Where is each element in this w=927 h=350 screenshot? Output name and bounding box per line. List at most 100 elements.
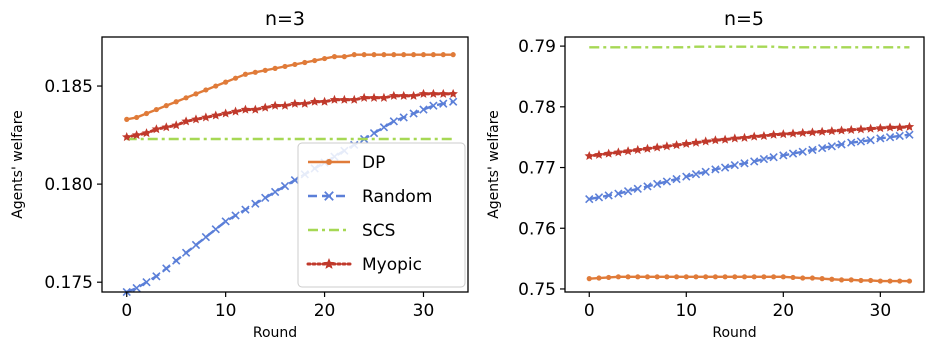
data-point-random-22 [798, 147, 807, 156]
data-point-myopic-30 [875, 123, 886, 133]
x-tick-label: 20 [314, 301, 336, 321]
data-point-dp-30 [877, 278, 883, 284]
data-point-myopic-8 [201, 112, 211, 122]
data-point-dp-16 [741, 274, 748, 280]
series-group [121, 52, 458, 297]
data-point-random-31 [885, 133, 895, 142]
y-tick-label: 0.76 [518, 219, 556, 239]
plot-frame [101, 36, 469, 293]
y-axis-label: Agents' welfare [10, 110, 26, 219]
data-point-random-14 [261, 193, 270, 203]
data-point-myopic-32 [894, 122, 905, 132]
data-point-dp-18 [302, 59, 308, 66]
data-point-dp-22 [341, 54, 347, 60]
data-point-dp-31 [430, 52, 436, 58]
data-point-myopic-13 [710, 135, 721, 145]
data-point-myopic-14 [720, 134, 730, 144]
data-point-myopic-16 [739, 132, 750, 142]
data-point-dp-33 [450, 52, 456, 58]
data-point-myopic-28 [856, 124, 866, 134]
legend: DP Random SCS Myopic [297, 142, 466, 288]
data-point-dp-17 [292, 61, 298, 68]
data-point-myopic-8 [662, 141, 672, 151]
data-point-dp-28 [858, 277, 864, 284]
data-point-dp-10 [223, 79, 229, 85]
data-point-myopic-16 [280, 100, 290, 110]
data-point-dp-17 [751, 274, 757, 280]
data-point-myopic-10 [681, 138, 692, 148]
data-point-dp-8 [203, 87, 209, 93]
data-point-dp-18 [761, 274, 767, 280]
data-point-myopic-14 [260, 102, 270, 112]
data-point-myopic-32 [438, 88, 449, 98]
data-point-myopic-11 [691, 137, 701, 147]
data-point-myopic-3 [151, 124, 162, 134]
data-point-random-14 [720, 163, 730, 172]
legend-label-myopic: Myopic [362, 255, 422, 275]
legend-marker-random [324, 191, 334, 201]
data-point-dp-21 [331, 54, 338, 60]
data-point-myopic-23 [349, 94, 359, 104]
data-point-myopic-1 [594, 149, 604, 159]
data-point-dp-20 [780, 274, 786, 280]
data-point-myopic-21 [788, 128, 798, 138]
data-point-random-8 [201, 232, 211, 242]
data-point-dp-8 [664, 274, 670, 280]
data-point-dp-3 [615, 274, 621, 280]
data-point-myopic-15 [730, 133, 740, 143]
data-point-dp-14 [722, 274, 728, 280]
data-point-random-26 [379, 123, 389, 132]
y-tick-label: 0.180 [44, 175, 93, 195]
data-point-random-4 [162, 264, 171, 273]
data-point-dp-23 [351, 52, 357, 58]
y-tick-label: 0.78 [518, 98, 556, 118]
data-point-myopic-26 [379, 92, 389, 102]
data-point-myopic-18 [759, 130, 769, 141]
chart-panel-1: n=3 0 10 20 30 0.175 0.180 0.185 Round Agents' we… [10, 8, 469, 341]
data-point-myopic-22 [339, 94, 350, 104]
data-point-random-7 [191, 240, 201, 250]
data-point-dp-1 [134, 114, 140, 121]
data-point-random-0 [585, 194, 594, 204]
data-point-myopic-6 [642, 143, 653, 153]
data-point-dp-33 [906, 278, 913, 284]
data-point-dp-16 [282, 63, 288, 70]
data-point-myopic-0 [121, 132, 132, 142]
data-point-random-10 [221, 217, 230, 226]
data-point-dp-12 [242, 71, 249, 77]
data-point-myopic-0 [584, 151, 595, 161]
data-point-myopic-5 [171, 120, 181, 130]
data-point-dp-25 [371, 52, 377, 58]
data-point-myopic-24 [359, 92, 369, 102]
data-point-myopic-9 [211, 110, 221, 120]
data-point-myopic-31 [885, 122, 895, 132]
data-point-dp-2 [606, 274, 612, 281]
data-point-random-7 [653, 179, 662, 189]
data-point-myopic-17 [290, 98, 300, 108]
data-point-random-25 [369, 128, 379, 138]
data-point-random-32 [895, 131, 904, 141]
data-point-random-19 [769, 153, 778, 162]
data-point-dp-32 [897, 278, 903, 284]
data-point-myopic-30 [418, 88, 429, 98]
data-point-dp-29 [868, 277, 874, 284]
legend-label-scs: SCS [362, 221, 395, 241]
data-point-random-30 [876, 134, 885, 143]
data-point-random-23 [808, 145, 817, 155]
data-point-random-33 [905, 130, 914, 139]
data-point-dp-2 [143, 110, 150, 117]
x-tick-label: 10 [215, 301, 237, 321]
data-point-random-11 [691, 170, 701, 179]
series-line-myopic [587, 125, 911, 158]
plot-frame [564, 36, 925, 293]
data-point-random-1 [594, 193, 604, 202]
data-point-myopic-24 [817, 126, 827, 136]
series-line-random [126, 100, 454, 294]
data-point-dp-27 [848, 277, 854, 283]
legend-label-random: Random [362, 187, 432, 207]
data-point-dp-10 [683, 274, 689, 280]
data-point-dp-6 [183, 95, 189, 101]
data-point-dp-24 [361, 52, 367, 58]
x-axis-label: Round [253, 325, 297, 341]
